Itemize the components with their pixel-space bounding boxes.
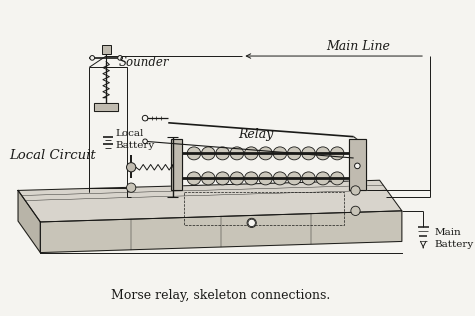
Circle shape xyxy=(143,139,147,144)
Polygon shape xyxy=(171,139,182,191)
Ellipse shape xyxy=(302,147,315,160)
Text: Relay: Relay xyxy=(238,128,273,141)
Ellipse shape xyxy=(259,147,272,160)
Circle shape xyxy=(248,219,256,227)
Ellipse shape xyxy=(201,147,215,160)
Circle shape xyxy=(351,206,360,216)
Text: Morse relay, skeleton connections.: Morse relay, skeleton connections. xyxy=(112,289,331,302)
Ellipse shape xyxy=(216,147,229,160)
Ellipse shape xyxy=(216,172,229,185)
Ellipse shape xyxy=(302,172,315,185)
Circle shape xyxy=(142,115,148,121)
Circle shape xyxy=(247,218,256,228)
Ellipse shape xyxy=(245,172,258,185)
Ellipse shape xyxy=(187,172,201,185)
Ellipse shape xyxy=(273,147,287,160)
Ellipse shape xyxy=(245,147,258,160)
Circle shape xyxy=(126,163,136,172)
Bar xyxy=(349,139,366,191)
Ellipse shape xyxy=(201,172,215,185)
Ellipse shape xyxy=(273,172,287,185)
Text: Local Circuit: Local Circuit xyxy=(9,149,95,162)
Bar xyxy=(102,45,111,54)
Text: Main Line: Main Line xyxy=(326,40,390,53)
Circle shape xyxy=(354,163,360,169)
Ellipse shape xyxy=(331,147,344,160)
Ellipse shape xyxy=(287,172,301,185)
Ellipse shape xyxy=(287,147,301,160)
Polygon shape xyxy=(94,103,118,111)
Ellipse shape xyxy=(331,172,344,185)
Circle shape xyxy=(90,56,95,60)
Ellipse shape xyxy=(230,172,244,185)
Ellipse shape xyxy=(259,172,272,185)
Polygon shape xyxy=(18,180,402,222)
Polygon shape xyxy=(18,191,40,252)
Text: Local
Battery: Local Battery xyxy=(115,129,155,150)
Circle shape xyxy=(351,186,360,195)
Text: Sounder: Sounder xyxy=(119,56,170,69)
Circle shape xyxy=(126,183,136,192)
Bar xyxy=(171,139,182,191)
Text: Main
Battery: Main Battery xyxy=(434,228,474,249)
Polygon shape xyxy=(349,139,366,191)
Circle shape xyxy=(118,56,123,60)
Ellipse shape xyxy=(187,147,201,160)
Polygon shape xyxy=(40,211,402,252)
Bar xyxy=(94,103,118,111)
Ellipse shape xyxy=(230,147,244,160)
Ellipse shape xyxy=(316,147,330,160)
Bar xyxy=(184,192,344,225)
Ellipse shape xyxy=(316,172,330,185)
